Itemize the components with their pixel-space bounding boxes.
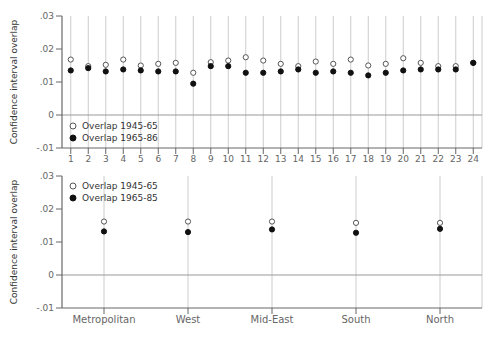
svg-text:Mid-East: Mid-East: [251, 314, 294, 325]
svg-text:-.01: -.01: [36, 303, 54, 313]
svg-text:13: 13: [275, 154, 286, 164]
svg-text:21: 21: [415, 154, 426, 164]
svg-text:8: 8: [190, 154, 196, 164]
svg-text:4: 4: [120, 154, 126, 164]
svg-text:West: West: [176, 314, 201, 325]
svg-text:.03: .03: [40, 11, 54, 21]
svg-text:.03: .03: [40, 171, 54, 181]
svg-text:Metropolitan: Metropolitan: [72, 314, 135, 325]
html-text:Overlap 1965-86: Overlap 1965-86: [82, 133, 158, 143]
svg-text:Confidence interval overlap: Confidence interval overlap: [9, 179, 19, 304]
svg-text:.01: .01: [40, 237, 54, 247]
svg-text:12: 12: [258, 154, 269, 164]
svg-text:11: 11: [240, 154, 251, 164]
svg-text:9: 9: [208, 154, 214, 164]
svg-text:7: 7: [173, 154, 179, 164]
svg-text:17: 17: [345, 154, 356, 164]
svg-text:22: 22: [433, 154, 444, 164]
html-text:Overlap 1945-65: Overlap 1945-65: [82, 181, 158, 191]
svg-text:2: 2: [85, 154, 91, 164]
svg-text:0: 0: [48, 270, 54, 280]
svg-text:24: 24: [468, 154, 480, 164]
svg-text:Confidence interval overlap: Confidence interval overlap: [9, 19, 19, 144]
svg-text:15: 15: [310, 154, 321, 164]
svg-text:1: 1: [68, 154, 74, 164]
svg-text:6: 6: [155, 154, 161, 164]
svg-text:19: 19: [380, 154, 392, 164]
svg-text:.02: .02: [40, 44, 54, 54]
svg-text:North: North: [426, 314, 454, 325]
html-text:Overlap 1965-85: Overlap 1965-85: [82, 193, 158, 203]
svg-text:.01: .01: [40, 77, 54, 87]
svg-text:.02: .02: [40, 204, 54, 214]
svg-text:South: South: [341, 314, 370, 325]
svg-text:10: 10: [223, 154, 235, 164]
svg-text:14: 14: [293, 154, 305, 164]
svg-text:0: 0: [48, 110, 54, 120]
svg-text:18: 18: [363, 154, 375, 164]
svg-text:-.01: -.01: [36, 143, 54, 153]
svg-text:5: 5: [138, 154, 144, 164]
html-text:Overlap 1945-65: Overlap 1945-65: [82, 121, 158, 131]
svg-text:23: 23: [450, 154, 461, 164]
svg-text:20: 20: [398, 154, 410, 164]
svg-text:16: 16: [328, 154, 340, 164]
svg-text:3: 3: [103, 154, 109, 164]
